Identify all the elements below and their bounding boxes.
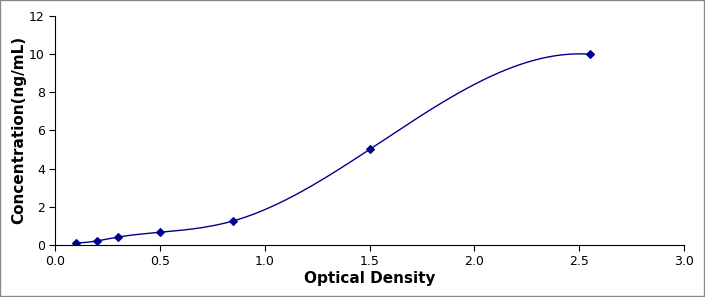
Y-axis label: Concentration(ng/mL): Concentration(ng/mL) [11,36,26,225]
X-axis label: Optical Density: Optical Density [304,271,435,286]
